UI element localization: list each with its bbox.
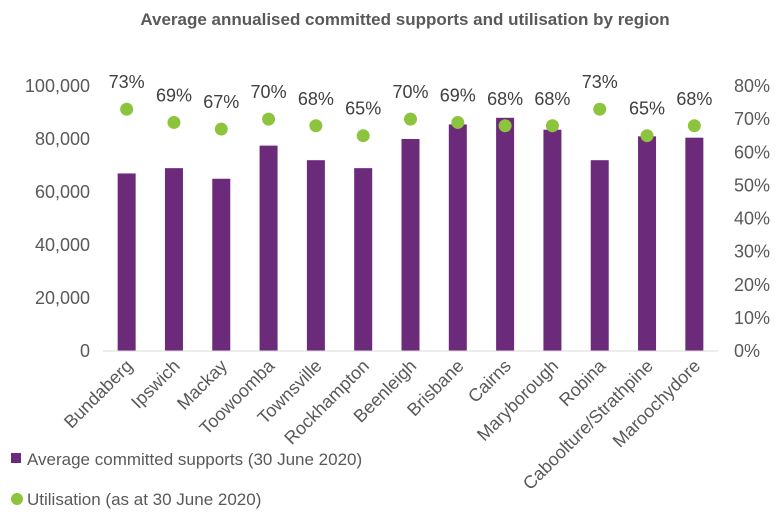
utilisation-label: 67% (203, 92, 239, 112)
category-labels: BundabergIpswichMackayToowoombaTownsvill… (60, 355, 704, 494)
utilisation-label: 73% (109, 72, 145, 92)
left-tick-label: 100,000 (25, 76, 90, 96)
bar (212, 178, 231, 351)
bar (259, 145, 278, 351)
right-tick-label: 0% (734, 341, 760, 361)
utilisation-label: 68% (487, 89, 523, 109)
left-axis-ticks: 0 20,000 40,000 60,000 80,000 100,000 (25, 76, 90, 361)
chart-title: Average annualised committed supports an… (140, 10, 669, 29)
utilisation-label: 68% (298, 89, 334, 109)
legend-dot-label: Utilisation (as at 30 June 2020) (27, 490, 261, 509)
legend-bar-swatch (11, 453, 21, 463)
right-tick-label: 50% (734, 175, 770, 195)
utilisation-point (451, 115, 465, 129)
bar (685, 137, 704, 351)
utilisation-label: 70% (251, 82, 287, 102)
right-tick-label: 20% (734, 275, 770, 295)
category-label: Bundaberg (60, 356, 136, 432)
legend: Average committed supports (30 June 2020… (11, 450, 362, 509)
right-tick-label: 80% (734, 76, 770, 96)
utilisation-point (262, 112, 276, 126)
utilisation-point (593, 102, 607, 116)
utilisation-point (167, 115, 181, 129)
legend-bar-label: Average committed supports (30 June 2020… (27, 450, 362, 469)
utilisation-series (120, 102, 701, 143)
utilisation-label: 65% (629, 99, 665, 119)
right-tick-label: 60% (734, 142, 770, 162)
category-label: Ipswich (127, 356, 184, 413)
left-tick-label: 0 (80, 341, 90, 361)
bar (164, 168, 183, 351)
utilisation-point (356, 129, 370, 143)
utilisation-labels: 73% 69% 67% 70% 68% 65% 70% 69% 68% 68% 73% 65% 68% (109, 72, 713, 119)
utilisation-label: 69% (440, 85, 476, 105)
utilisation-point (498, 119, 512, 133)
bar (543, 129, 562, 351)
utilisation-point (640, 129, 654, 143)
left-tick-label: 40,000 (35, 235, 90, 255)
utilisation-label: 68% (534, 89, 570, 109)
left-tick-label: 80,000 (35, 129, 90, 149)
utilisation-label: 65% (345, 99, 381, 119)
utilisation-label: 73% (582, 72, 618, 92)
utilisation-label: 70% (392, 82, 428, 102)
legend-dot-swatch (11, 493, 23, 505)
right-tick-label: 40% (734, 209, 770, 229)
utilisation-point (120, 102, 134, 116)
utilisation-point (214, 122, 228, 136)
bar (590, 160, 609, 351)
utilisation-point (404, 112, 417, 126)
utilisation-point (545, 119, 559, 133)
left-tick-label: 60,000 (35, 182, 90, 202)
bar (448, 124, 467, 351)
right-tick-label: 30% (734, 242, 770, 262)
utilisation-point (309, 119, 323, 133)
bar (496, 117, 515, 351)
bar (117, 173, 136, 351)
right-tick-label: 70% (734, 109, 770, 129)
bar-series (117, 117, 704, 351)
bar (638, 136, 657, 351)
bar (401, 139, 420, 351)
bar (354, 168, 373, 351)
utilisation-point (687, 119, 701, 133)
right-tick-label: 10% (734, 308, 770, 328)
utilisation-label: 69% (156, 85, 192, 105)
utilisation-label: 68% (676, 89, 712, 109)
bar (306, 160, 325, 351)
left-tick-label: 20,000 (35, 288, 90, 308)
right-axis-ticks: 0% 10% 20% 30% 40% 50% 60% 70% 80% (734, 76, 770, 361)
